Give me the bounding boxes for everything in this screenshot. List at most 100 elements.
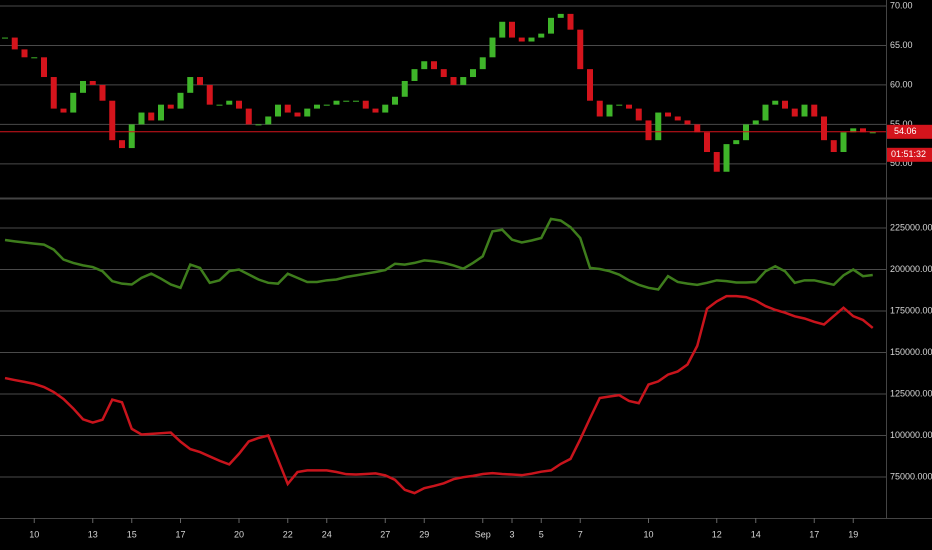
candle <box>645 120 652 141</box>
candle <box>226 100 233 105</box>
candle <box>665 112 671 117</box>
y-tick-label: 65.00 <box>890 40 913 50</box>
candle <box>782 100 788 109</box>
candle <box>119 140 125 149</box>
y-tick-label: 75000.0000 <box>890 471 932 481</box>
x-tick-label: 27 <box>380 529 390 539</box>
candle <box>206 84 213 105</box>
candle <box>11 37 18 50</box>
candle <box>333 100 340 105</box>
y-tick-label: 70.00 <box>890 0 913 10</box>
x-tick-label: 10 <box>29 529 39 539</box>
candle <box>509 21 515 38</box>
candle <box>840 132 847 153</box>
last-price-box <box>887 124 932 139</box>
candle <box>421 61 428 70</box>
candle <box>109 100 116 141</box>
candle <box>538 33 545 38</box>
candle <box>60 108 67 113</box>
candle <box>567 13 574 30</box>
candle <box>528 37 535 42</box>
y-tick-label: 225000.0000 <box>890 222 932 232</box>
candle <box>304 108 311 117</box>
candle <box>128 124 135 149</box>
candle <box>655 112 662 141</box>
candle <box>50 77 57 109</box>
candle <box>440 69 447 78</box>
candle <box>674 116 681 121</box>
candle <box>801 104 808 117</box>
candle <box>236 100 242 109</box>
candle <box>821 116 827 141</box>
x-tick-label: 17 <box>809 529 819 539</box>
candle <box>158 104 164 121</box>
candle <box>372 108 379 113</box>
candle <box>177 92 184 109</box>
x-tick-label: 13 <box>88 529 98 539</box>
countdown-label: 01:51:32 <box>891 149 926 159</box>
y-tick-label: 200000.0000 <box>890 264 932 274</box>
candle <box>752 120 759 125</box>
candle <box>791 108 798 117</box>
candle <box>197 77 203 85</box>
candle <box>499 21 506 38</box>
candle <box>401 80 408 97</box>
x-tick-label: 17 <box>175 529 185 539</box>
candle <box>70 92 77 113</box>
candle <box>704 132 710 153</box>
candle <box>265 116 272 125</box>
y-tick-label: 60.00 <box>890 79 913 89</box>
candle <box>216 104 223 106</box>
candle <box>450 77 457 85</box>
candle <box>733 140 740 145</box>
candle <box>626 104 632 109</box>
candle <box>869 132 876 134</box>
candle <box>587 69 593 101</box>
indicator-line <box>4 217 873 291</box>
y-tick-label: 100000.0000 <box>890 430 932 440</box>
candle <box>138 112 145 125</box>
candle <box>392 96 398 105</box>
x-tick-label: 15 <box>127 529 137 539</box>
candle <box>830 140 837 153</box>
candle <box>294 112 301 117</box>
candle <box>343 100 350 102</box>
candle <box>275 104 281 117</box>
x-tick-label: 20 <box>234 529 244 539</box>
candle <box>255 124 262 126</box>
candle <box>606 104 613 117</box>
x-tick-label: 22 <box>283 529 293 539</box>
candle <box>713 152 720 172</box>
candle <box>479 57 486 70</box>
candle <box>314 104 320 109</box>
x-tick-label: 29 <box>419 529 429 539</box>
candle <box>860 128 866 133</box>
candle <box>470 69 476 78</box>
x-tick-label: Sep <box>475 529 491 539</box>
candle <box>557 13 564 18</box>
indicator-line <box>4 294 874 495</box>
y-tick-label: 125000.0000 <box>890 388 932 398</box>
candle <box>431 61 437 70</box>
candle <box>460 77 467 85</box>
candle <box>772 100 779 105</box>
candle <box>89 80 96 85</box>
x-tick-label: 24 <box>322 529 332 539</box>
candle <box>245 108 252 125</box>
y-tick-label: 55.00 <box>890 119 913 129</box>
candle <box>353 100 359 102</box>
candle <box>167 104 174 109</box>
candle <box>616 104 623 106</box>
candle <box>41 57 47 78</box>
candle <box>31 57 38 59</box>
candle <box>694 124 701 133</box>
candle <box>518 37 525 42</box>
countdown-box <box>887 147 932 162</box>
x-tick-label: 3 <box>509 529 514 539</box>
candle <box>362 100 369 109</box>
candle <box>548 17 554 34</box>
candle <box>684 120 691 125</box>
candle <box>635 108 642 121</box>
y-tick-label: 50.00 <box>890 158 913 168</box>
